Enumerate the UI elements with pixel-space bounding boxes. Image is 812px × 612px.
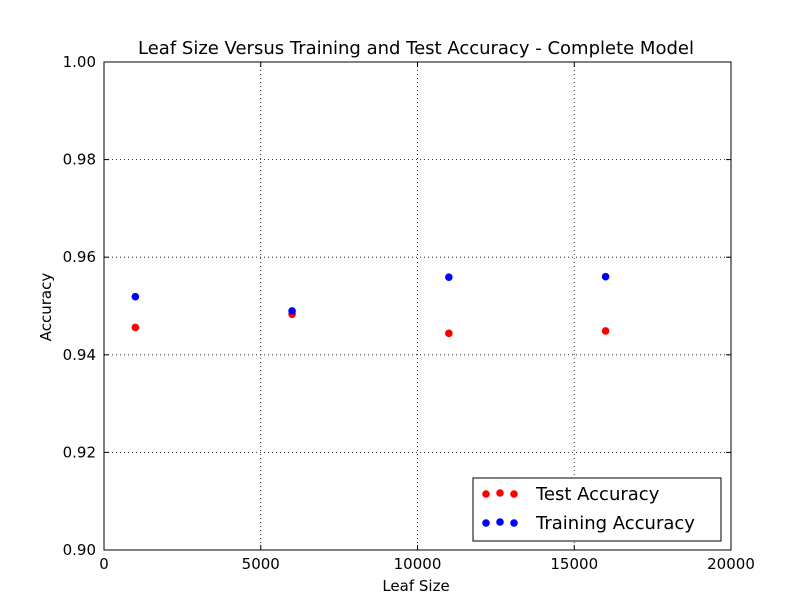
test-accuracy-legend-marker: [496, 489, 504, 497]
training-accuracy-point: [131, 292, 140, 301]
x-axis-label: Leaf Size: [382, 577, 449, 595]
training-accuracy-legend-label: Training Accuracy: [535, 513, 695, 534]
test-accuracy-legend-marker: [482, 490, 490, 498]
y-tick-label: 1.00: [63, 53, 96, 71]
test-accuracy-point: [601, 327, 610, 335]
test-accuracy-legend-marker: [510, 490, 518, 498]
training-accuracy-legend-marker: [496, 518, 504, 526]
x-tick-label: 20000: [707, 555, 755, 573]
axis-ticks: 0 5000 10000 15000 20000 0.90 0.92 0.94 0.96 0.98…: [63, 53, 755, 573]
y-tick-label: 0.94: [63, 346, 96, 364]
data-points: [131, 272, 610, 338]
x-tick-label: 5000: [242, 555, 280, 573]
x-tick-label: 15000: [550, 555, 598, 573]
grid: [103, 61, 732, 551]
training-accuracy-point: [445, 273, 453, 282]
y-tick-label: 0.90: [63, 541, 96, 559]
x-tick-label: 10000: [394, 555, 442, 573]
training-accuracy-legend-marker: [510, 519, 518, 527]
test-accuracy-point: [445, 329, 453, 338]
chart-title: Leaf Size Versus Training and Test Accur…: [138, 38, 694, 59]
x-tick-label: 0: [99, 555, 109, 573]
y-tick-label: 0.92: [63, 443, 96, 461]
training-accuracy-legend-marker: [482, 519, 490, 527]
legend: Test Accuracy Training Accuracy: [472, 477, 722, 542]
legend-box: [472, 477, 722, 542]
test-accuracy-legend-label: Test Accuracy: [535, 484, 660, 505]
training-accuracy-point: [601, 272, 610, 281]
test-accuracy-point: [131, 323, 140, 332]
y-tick-label: 0.98: [63, 151, 96, 169]
y-axis-label: Accuracy: [37, 273, 55, 342]
training-accuracy-point: [288, 307, 296, 315]
y-tick-label: 0.96: [63, 248, 96, 266]
